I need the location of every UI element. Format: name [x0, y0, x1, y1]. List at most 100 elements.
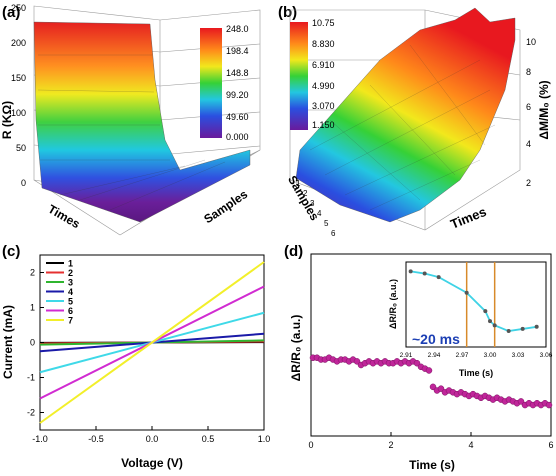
tick-label: 0 — [21, 178, 26, 188]
panel-b-zticks: 2 4 6 8 10 — [526, 37, 536, 188]
panel-a-ylabel: Samples — [201, 187, 250, 226]
tick-label: 5 — [324, 219, 329, 228]
tick-label: 6 — [526, 102, 531, 112]
tick-label: 8 — [526, 67, 531, 77]
panel-b-mesh — [309, 44, 496, 211]
y-tick-label: -1 — [27, 373, 35, 383]
panel-b-yticks: 1 2 3 4 5 6 — [296, 179, 336, 238]
colorbar-tick: 198.4 — [226, 46, 249, 56]
data-point — [545, 401, 553, 409]
panel-b-zlabel: ΔM/M₀ (%) — [537, 80, 551, 139]
inset-xticks: 2.91 2.94 2.97 3.00 3.03 3.06 — [400, 352, 553, 359]
inset-point — [436, 275, 441, 280]
panel-b-surface — [295, 7, 516, 223]
x-tick-label: 6 — [548, 440, 553, 450]
tick-label: 50 — [16, 143, 26, 153]
tick-label: 2 — [526, 178, 531, 188]
data-point — [517, 398, 525, 405]
colorbar-tick: 6.910 — [312, 60, 335, 70]
inset-x-tick-label: 3.00 — [484, 352, 497, 359]
tick-label: 250 — [11, 3, 26, 13]
tick-label: 10 — [526, 37, 536, 47]
legend-label: 7 — [68, 316, 73, 326]
inset-point — [483, 309, 488, 314]
panel-d-xlabel: Time (s) — [409, 458, 455, 472]
inset-frame — [405, 261, 547, 348]
panel-a-label: (a) — [2, 4, 20, 21]
tick-label: 150 — [11, 73, 26, 83]
panel-d-label: (d) — [284, 243, 303, 260]
iv-line-7 — [39, 261, 265, 424]
panel-c-xlabel: Voltage (V) — [121, 456, 183, 470]
y-tick-label: 2 — [30, 268, 35, 278]
tick-label: 6 — [331, 229, 336, 238]
colorbar-tick: 49.60 — [226, 112, 249, 122]
x-tick-label: 1.0 — [258, 434, 271, 444]
legend-label: 2 — [68, 268, 73, 278]
panel-a-xlabel: Times — [46, 202, 83, 232]
inset-point — [488, 319, 492, 324]
inset-point — [422, 271, 427, 276]
colorbar-tick: 10.75 — [312, 18, 335, 28]
panel-b-colorbar-ticks: 10.75 8.830 6.910 4.990 3.070 1.150 — [312, 18, 335, 130]
inset-point — [408, 269, 413, 274]
inset-xlabel: Time (s) — [459, 368, 493, 378]
tick-label: 2 — [303, 189, 308, 198]
legend-label: 1 — [68, 259, 73, 269]
inset-ylabel: ΔR/R₀ (a.u.) — [388, 279, 398, 329]
x-tick-label: 0.5 — [202, 434, 215, 444]
legend-label: 6 — [68, 306, 73, 316]
y-tick-label: 0 — [30, 338, 35, 348]
panel-a-zticks: 0 50 100 150 200 250 — [11, 3, 26, 188]
panel-d-xticks: 0 2 4 6 — [308, 432, 554, 450]
colorbar-tick: 0.000 — [226, 132, 249, 142]
inset-point — [492, 323, 497, 328]
inset-x-tick-label: 3.03 — [512, 352, 525, 359]
colorbar-tick: 248.0 — [226, 24, 249, 34]
panel-c-ylabel: Current (mA) — [1, 305, 15, 379]
data-point — [437, 385, 445, 392]
x-tick-label: 0 — [308, 440, 313, 450]
colorbar-tick: 148.8 — [226, 68, 249, 78]
panel-c-lines — [39, 261, 265, 424]
inset-x-tick-label: 2.91 — [400, 352, 413, 359]
inset-point — [506, 329, 511, 334]
colorbar-tick: 99.20 — [226, 90, 249, 100]
colorbar-tick: 4.990 — [312, 81, 335, 91]
tick-label: 1 — [296, 179, 301, 188]
panel-b: (b) 10.75 8.830 6.910 4.990 3.070 1.150 … — [278, 4, 551, 238]
legend-label: 3 — [68, 278, 73, 288]
legend-label: 4 — [68, 287, 73, 297]
panel-d-frame — [310, 253, 552, 437]
panel-d-ylabel: ΔR/R₀ (a.u.) — [289, 315, 303, 382]
panel-a-zlabel: R (KΩ) — [0, 101, 14, 139]
x-tick-label: -0.5 — [88, 434, 104, 444]
data-point — [353, 358, 361, 365]
panel-d-inset: 2.91 2.94 2.97 3.00 3.03 3.06 Time (s) ΔR/R₀ … — [388, 261, 553, 378]
panel-c-label: (c) — [2, 243, 20, 260]
x-tick-label: 4 — [468, 440, 473, 450]
inset-markers — [465, 262, 496, 347]
colorbar-tick: 1.150 — [312, 120, 335, 130]
panel-b-colorbar — [290, 22, 308, 130]
panel-c-xticks: -1.0 -0.5 0.0 0.5 1.0 — [32, 426, 270, 444]
data-point — [413, 359, 421, 367]
y-tick-label: 1 — [30, 303, 35, 313]
tick-label: 200 — [11, 38, 26, 48]
y-tick-label: -2 — [27, 408, 35, 418]
tick-label: 3 — [310, 199, 315, 208]
panel-a-surface — [33, 21, 251, 223]
panel-b-label: (b) — [278, 4, 297, 21]
x-tick-label: 2 — [388, 440, 393, 450]
inset-point — [520, 326, 525, 331]
inset-x-tick-label: 2.97 — [456, 352, 469, 359]
x-tick-label: 0.0 — [146, 434, 159, 444]
data-point — [429, 383, 437, 391]
legend-label: 5 — [68, 297, 73, 307]
panel-a-colorbar — [200, 28, 222, 138]
panel-a-colorbar-ticks: 248.0 198.4 148.8 99.20 49.60 0.000 — [226, 24, 249, 142]
